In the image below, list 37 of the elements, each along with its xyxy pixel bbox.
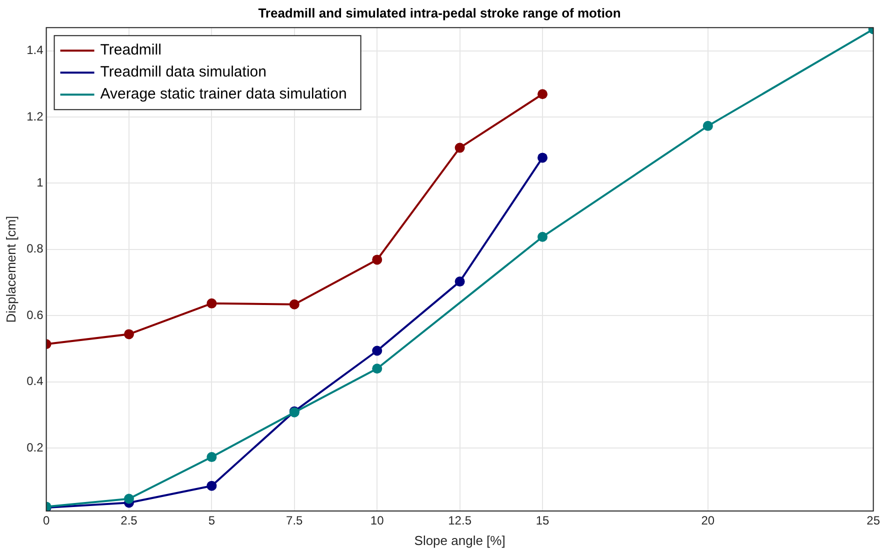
y-tick-label: 0.4 xyxy=(26,374,44,388)
x-tick-label: 12.5 xyxy=(448,514,472,528)
x-tick-label: 7.5 xyxy=(286,514,304,528)
chart-title: Treadmill and simulated intra-pedal stroke range of motion xyxy=(258,5,621,20)
y-tick-label: 0.8 xyxy=(26,242,44,256)
point xyxy=(538,232,548,242)
point xyxy=(702,120,713,131)
y-tick-label: 0.2 xyxy=(26,440,44,454)
x-tick-label: 5 xyxy=(208,514,216,528)
point xyxy=(538,89,548,100)
x-tick-label: 20 xyxy=(701,514,715,528)
point xyxy=(124,494,134,504)
x-tick-label: 10 xyxy=(370,514,384,528)
point xyxy=(124,329,134,340)
x-tick-label: 0 xyxy=(42,514,50,528)
x-tick-label: 25 xyxy=(866,514,880,528)
point xyxy=(372,346,382,356)
x-axis-title: Slope angle [%] xyxy=(414,532,506,548)
legend-label: Treadmill xyxy=(100,42,162,59)
x-tick-label: 15 xyxy=(536,514,550,528)
point xyxy=(372,364,382,374)
y-tick-label: 1.2 xyxy=(26,109,44,124)
point xyxy=(289,299,300,310)
x-tick-label: 2.5 xyxy=(120,514,138,528)
point xyxy=(372,254,382,265)
point xyxy=(206,298,217,308)
y-tick-label: 1.4 xyxy=(26,43,44,58)
y-axis-title: Displacement [cm] xyxy=(3,216,18,323)
legend-label: Average static trainer data simulation xyxy=(100,86,347,103)
y-tick-label: 1 xyxy=(36,176,44,190)
point xyxy=(454,142,465,153)
point xyxy=(206,480,217,491)
point xyxy=(206,452,217,462)
y-tick-label: 0.6 xyxy=(26,308,44,322)
point xyxy=(454,276,465,287)
legend-label: Treadmill data simulation xyxy=(100,64,266,81)
point xyxy=(538,152,548,163)
